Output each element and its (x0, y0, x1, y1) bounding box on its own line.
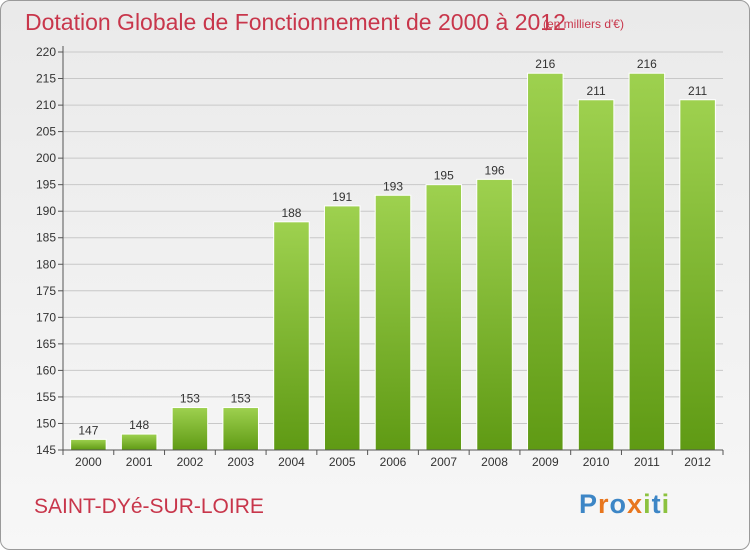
bar-2006 (374, 194, 412, 451)
data-label: 153 (231, 392, 251, 406)
data-label: 216 (535, 57, 555, 71)
data-label: 147 (78, 423, 98, 437)
x-tick-label: 2000 (75, 455, 102, 469)
x-tick-label: 2005 (329, 455, 356, 469)
data-label: 148 (129, 418, 149, 432)
y-tick-label: 170 (36, 310, 56, 324)
data-label: 216 (637, 57, 657, 71)
proxiti-logo: Proxiti (579, 489, 670, 520)
x-tick-label: 2011 (634, 455, 660, 469)
y-tick-label: 185 (36, 231, 56, 245)
data-label: 193 (383, 179, 403, 193)
logo-letter: P (579, 489, 599, 519)
x-tick-label: 2007 (430, 455, 457, 469)
bars: 147 148 153 153 188 191 193 195 196 216 211 216 211 (70, 57, 716, 451)
bar-2003 (222, 407, 259, 451)
bar-2012 (679, 99, 716, 451)
x-tick-label: 2010 (583, 455, 610, 469)
bar-2004 (273, 221, 310, 451)
bar-2010 (577, 99, 615, 451)
data-label: 211 (688, 84, 707, 98)
x-tick-label: 2002 (177, 455, 204, 469)
y-tick-label: 175 (36, 284, 56, 298)
x-tick-label: 2012 (684, 455, 711, 469)
bar-2008 (476, 178, 513, 451)
x-tick-label: 2004 (278, 455, 305, 469)
y-tick-label: 165 (36, 337, 56, 351)
x-tick-label: 2008 (481, 455, 508, 469)
axes: 145 150 155 160 165 170 175 180 185 190 195 200 205 2… (36, 45, 724, 469)
y-tick-label: 145 (36, 443, 56, 457)
y-tick-label: 210 (36, 98, 56, 112)
bar-2002 (171, 407, 209, 451)
logo-letter: r (598, 489, 610, 519)
x-tick-label: 2003 (227, 455, 254, 469)
logo-letter: i (643, 489, 652, 519)
bar-2000 (70, 438, 107, 451)
logo-letter: o (609, 489, 628, 519)
y-tick-label: 190 (36, 204, 56, 218)
y-tick-label: 150 (36, 416, 56, 430)
y-tick-label: 155 (36, 390, 56, 404)
y-tick-label: 160 (36, 363, 56, 377)
data-label: 195 (434, 169, 454, 183)
commune-name: SAINT-DYé-SUR-LOIRE (34, 495, 264, 518)
bar-2005 (323, 205, 361, 451)
data-label: 191 (332, 190, 352, 204)
y-tick-label: 205 (36, 125, 56, 139)
y-tick-label: 215 (36, 72, 56, 86)
data-label: 188 (281, 206, 301, 220)
chart-title: Dotation Globale de Fonctionnement de 20… (25, 9, 566, 35)
bar-2007 (425, 184, 463, 451)
data-label: 196 (485, 163, 505, 177)
data-label: 211 (587, 84, 606, 98)
y-tick-label: 220 (36, 45, 56, 59)
y-tick-label: 195 (36, 178, 56, 192)
bar-2001 (120, 433, 158, 451)
x-tick-label: 2001 (126, 455, 153, 469)
data-label: 153 (180, 392, 200, 406)
x-tick-label: 2009 (532, 455, 559, 469)
x-tick-label: 2006 (380, 455, 407, 469)
logo-letter: t (651, 489, 662, 519)
logo-letter: x (627, 489, 644, 519)
logo-letter: i (661, 489, 671, 519)
bar-2011 (628, 72, 666, 451)
y-tick-label: 180 (36, 257, 56, 271)
bar-2009 (527, 72, 564, 451)
chart-subtitle: (en milliers d'€) (543, 17, 624, 31)
y-tick-label: 200 (36, 151, 56, 165)
